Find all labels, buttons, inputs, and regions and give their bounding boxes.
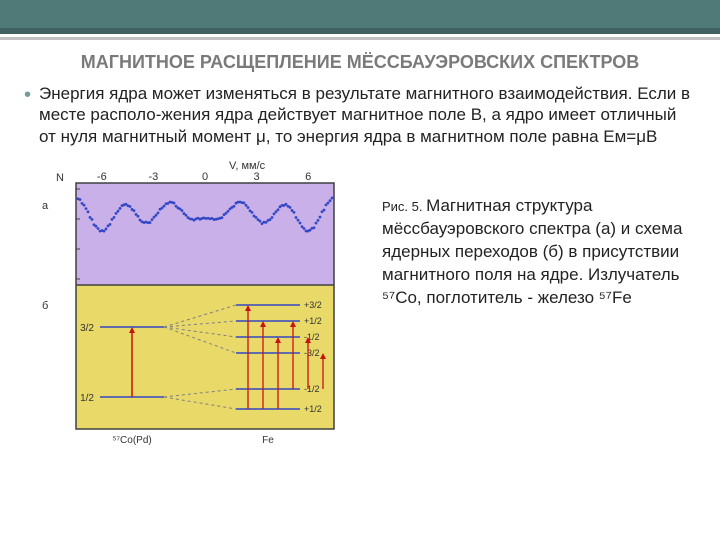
- caption-text: Магнитная структура мёссбауэровского спе…: [382, 196, 682, 307]
- slide-title: МАГНИТНОЕ РАСЩЕПЛЕНИЕ МЁССБАУЭРОВСКИХ СП…: [24, 52, 696, 73]
- svg-text:-3/2: -3/2: [304, 348, 320, 358]
- svg-text:N: N: [56, 172, 64, 184]
- svg-text:3: 3: [254, 171, 260, 183]
- svg-text:-1/2: -1/2: [304, 384, 320, 394]
- svg-text:а: а: [42, 200, 49, 212]
- figure: V, мм/с-6-3036Nаб3/21/2+3/2+1/2-1/2-3/2-…: [24, 157, 364, 447]
- svg-text:-3: -3: [149, 171, 159, 183]
- slide-content: МАГНИТНОЕ РАСЩЕПЛЕНИЕ МЁССБАУЭРОВСКИХ СП…: [0, 34, 720, 447]
- svg-text:⁵⁷Co(Pd): ⁵⁷Co(Pd): [112, 435, 151, 446]
- fig-label: Рис. 5.: [382, 199, 426, 214]
- bullet-text: Энергия ядра может изменяться в результа…: [39, 83, 696, 147]
- figure-caption: Рис. 5. Магнитная структура мёссбауэровс…: [382, 157, 696, 310]
- svg-text:б: б: [42, 300, 48, 312]
- svg-text:0: 0: [202, 171, 208, 183]
- svg-text:-6: -6: [97, 171, 107, 183]
- slide-color-bar: [0, 0, 720, 34]
- svg-text:3/2: 3/2: [80, 323, 94, 334]
- svg-text:6: 6: [305, 171, 311, 183]
- svg-text:1/2: 1/2: [80, 393, 94, 404]
- svg-text:+3/2: +3/2: [304, 300, 322, 310]
- svg-text:+1/2: +1/2: [304, 316, 322, 326]
- figure-svg: V, мм/с-6-3036Nаб3/21/2+3/2+1/2-1/2-3/2-…: [24, 157, 364, 447]
- svg-text:V, мм/с: V, мм/с: [229, 160, 266, 172]
- main-bullet: Энергия ядра может изменяться в результа…: [24, 83, 696, 147]
- svg-text:+1/2: +1/2: [304, 404, 322, 414]
- figure-row: V, мм/с-6-3036Nаб3/21/2+3/2+1/2-1/2-3/2-…: [24, 157, 696, 447]
- svg-text:Fe: Fe: [262, 435, 274, 446]
